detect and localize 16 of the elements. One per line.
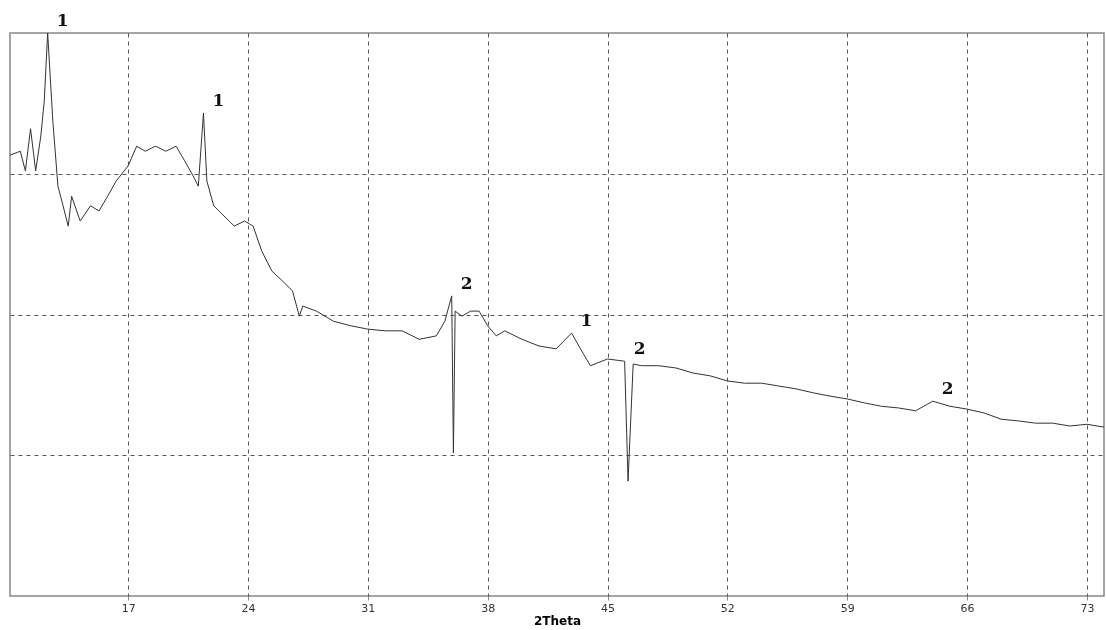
annotation: 2 [941,378,954,399]
x-tick-label: 73 [1080,601,1095,615]
x-tick-label: 59 [840,601,855,615]
x-tick-label: 17 [121,601,136,615]
x-tick-label: 38 [481,601,496,615]
x-tick-label: 45 [601,601,616,615]
annotation: 1 [56,10,69,30]
x-axis-title: 2Theta [533,613,582,628]
x-tick-label: 31 [361,601,376,615]
x-tick-label: 66 [960,601,975,615]
annotation: 1 [580,310,593,331]
x-tick-label: 24 [241,601,256,615]
x-tick-label: 52 [720,601,735,615]
annotation: 1 [212,89,225,110]
annotation: 2 [633,338,646,359]
annotation: 2 [460,272,473,293]
